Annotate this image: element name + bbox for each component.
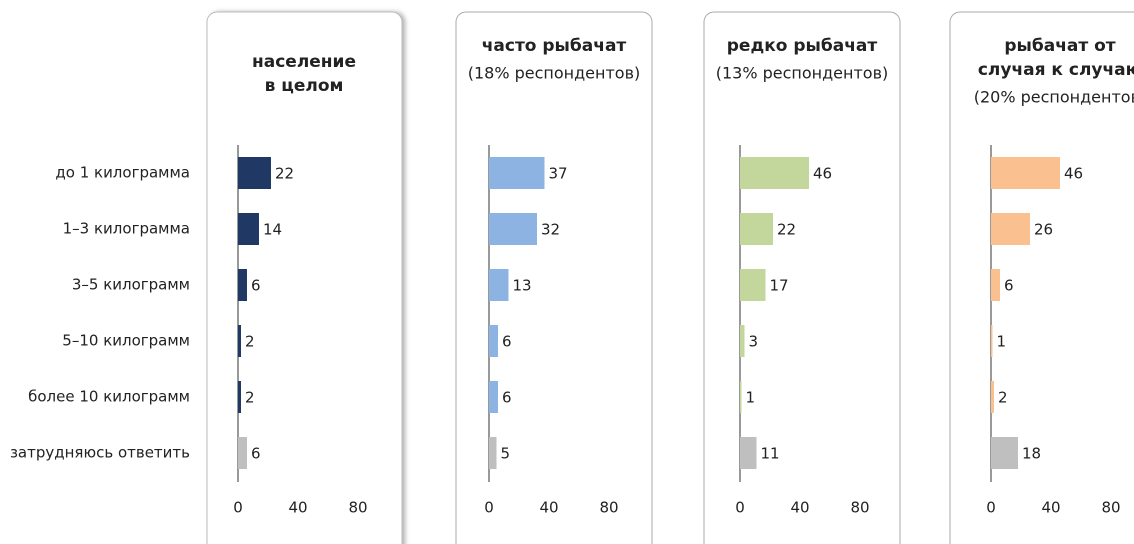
bar xyxy=(238,269,247,301)
category-label: 3–5 килограмм xyxy=(72,276,190,294)
value-label: 22 xyxy=(777,221,796,239)
x-tick-label: 0 xyxy=(986,499,996,517)
chart-subtitle: (20% респондентов) xyxy=(974,88,1134,107)
x-tick-label: 80 xyxy=(599,499,618,517)
value-label: 17 xyxy=(770,277,789,295)
x-tick-label: 0 xyxy=(233,499,243,517)
bar xyxy=(489,157,545,189)
value-label: 6 xyxy=(251,445,261,463)
category-label: 5–10 килограмм xyxy=(62,332,190,350)
value-label: 5 xyxy=(501,445,511,463)
chart-subtitle: (18% респондентов) xyxy=(468,64,641,83)
bar xyxy=(740,325,745,357)
category-label: более 10 килограмм xyxy=(28,388,190,406)
x-tick-label: 40 xyxy=(1041,499,1060,517)
value-label: 6 xyxy=(502,333,512,351)
category-label: до 1 килограмма xyxy=(55,164,190,182)
panel xyxy=(703,11,901,544)
bar xyxy=(238,381,241,413)
value-label: 6 xyxy=(1004,277,1014,295)
bar xyxy=(489,325,498,357)
bar xyxy=(740,157,809,189)
bar xyxy=(991,381,994,413)
panel xyxy=(949,11,1134,544)
value-label: 2 xyxy=(998,389,1008,407)
chart-subtitle: (13% респондентов) xyxy=(716,64,889,83)
value-label: 11 xyxy=(761,445,780,463)
bar xyxy=(238,157,271,189)
bar xyxy=(991,157,1060,189)
x-tick-label: 40 xyxy=(288,499,307,517)
value-label: 46 xyxy=(1064,165,1083,183)
bar xyxy=(740,269,766,301)
category-label: 1–3 килограмма xyxy=(63,220,190,238)
x-tick-label: 40 xyxy=(790,499,809,517)
value-label: 18 xyxy=(1022,445,1041,463)
bar xyxy=(991,213,1030,245)
bar xyxy=(740,213,773,245)
bar xyxy=(740,381,742,413)
bar xyxy=(740,437,757,469)
value-label: 26 xyxy=(1034,221,1053,239)
x-tick-label: 80 xyxy=(850,499,869,517)
value-label: 1 xyxy=(746,389,756,407)
value-label: 37 xyxy=(549,165,568,183)
x-tick-label: 0 xyxy=(735,499,745,517)
x-tick-label: 40 xyxy=(539,499,558,517)
chart-title: случая к случаю xyxy=(978,60,1134,80)
value-label: 32 xyxy=(541,221,560,239)
chart-title: рыбачат от xyxy=(1004,36,1115,56)
chart-title: население xyxy=(252,52,356,72)
value-label: 6 xyxy=(251,277,261,295)
panel xyxy=(206,11,403,544)
chart-title: часто рыбачат xyxy=(482,36,627,56)
x-tick-label: 80 xyxy=(348,499,367,517)
x-tick-label: 80 xyxy=(1101,499,1120,517)
chart-title: в целом xyxy=(265,76,344,96)
value-label: 14 xyxy=(263,221,282,239)
value-label: 2 xyxy=(245,389,255,407)
bar xyxy=(489,269,509,301)
value-label: 46 xyxy=(813,165,832,183)
bar xyxy=(489,213,537,245)
value-label: 6 xyxy=(502,389,512,407)
bar xyxy=(238,213,259,245)
category-label: затрудняюсь ответить xyxy=(10,444,190,462)
value-label: 1 xyxy=(997,333,1007,351)
bar xyxy=(238,325,241,357)
value-label: 22 xyxy=(275,165,294,183)
bar xyxy=(489,381,498,413)
bar xyxy=(489,437,497,469)
value-label: 13 xyxy=(513,277,532,295)
x-tick-label: 0 xyxy=(484,499,494,517)
bar xyxy=(991,325,993,357)
value-label: 3 xyxy=(749,333,759,351)
chart-title: редко рыбачат xyxy=(727,36,878,56)
bar xyxy=(991,437,1018,469)
panel xyxy=(455,11,653,544)
value-label: 2 xyxy=(245,333,255,351)
bar xyxy=(238,437,247,469)
bar xyxy=(991,269,1000,301)
